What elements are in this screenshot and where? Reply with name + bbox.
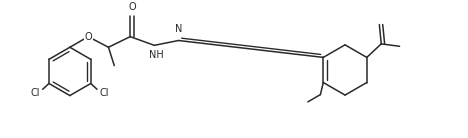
Text: O: O [128,2,136,11]
Text: Cl: Cl [31,88,40,98]
Text: NH: NH [149,50,164,60]
Text: Cl: Cl [100,88,109,98]
Text: N: N [175,24,182,34]
Text: O: O [84,32,92,42]
